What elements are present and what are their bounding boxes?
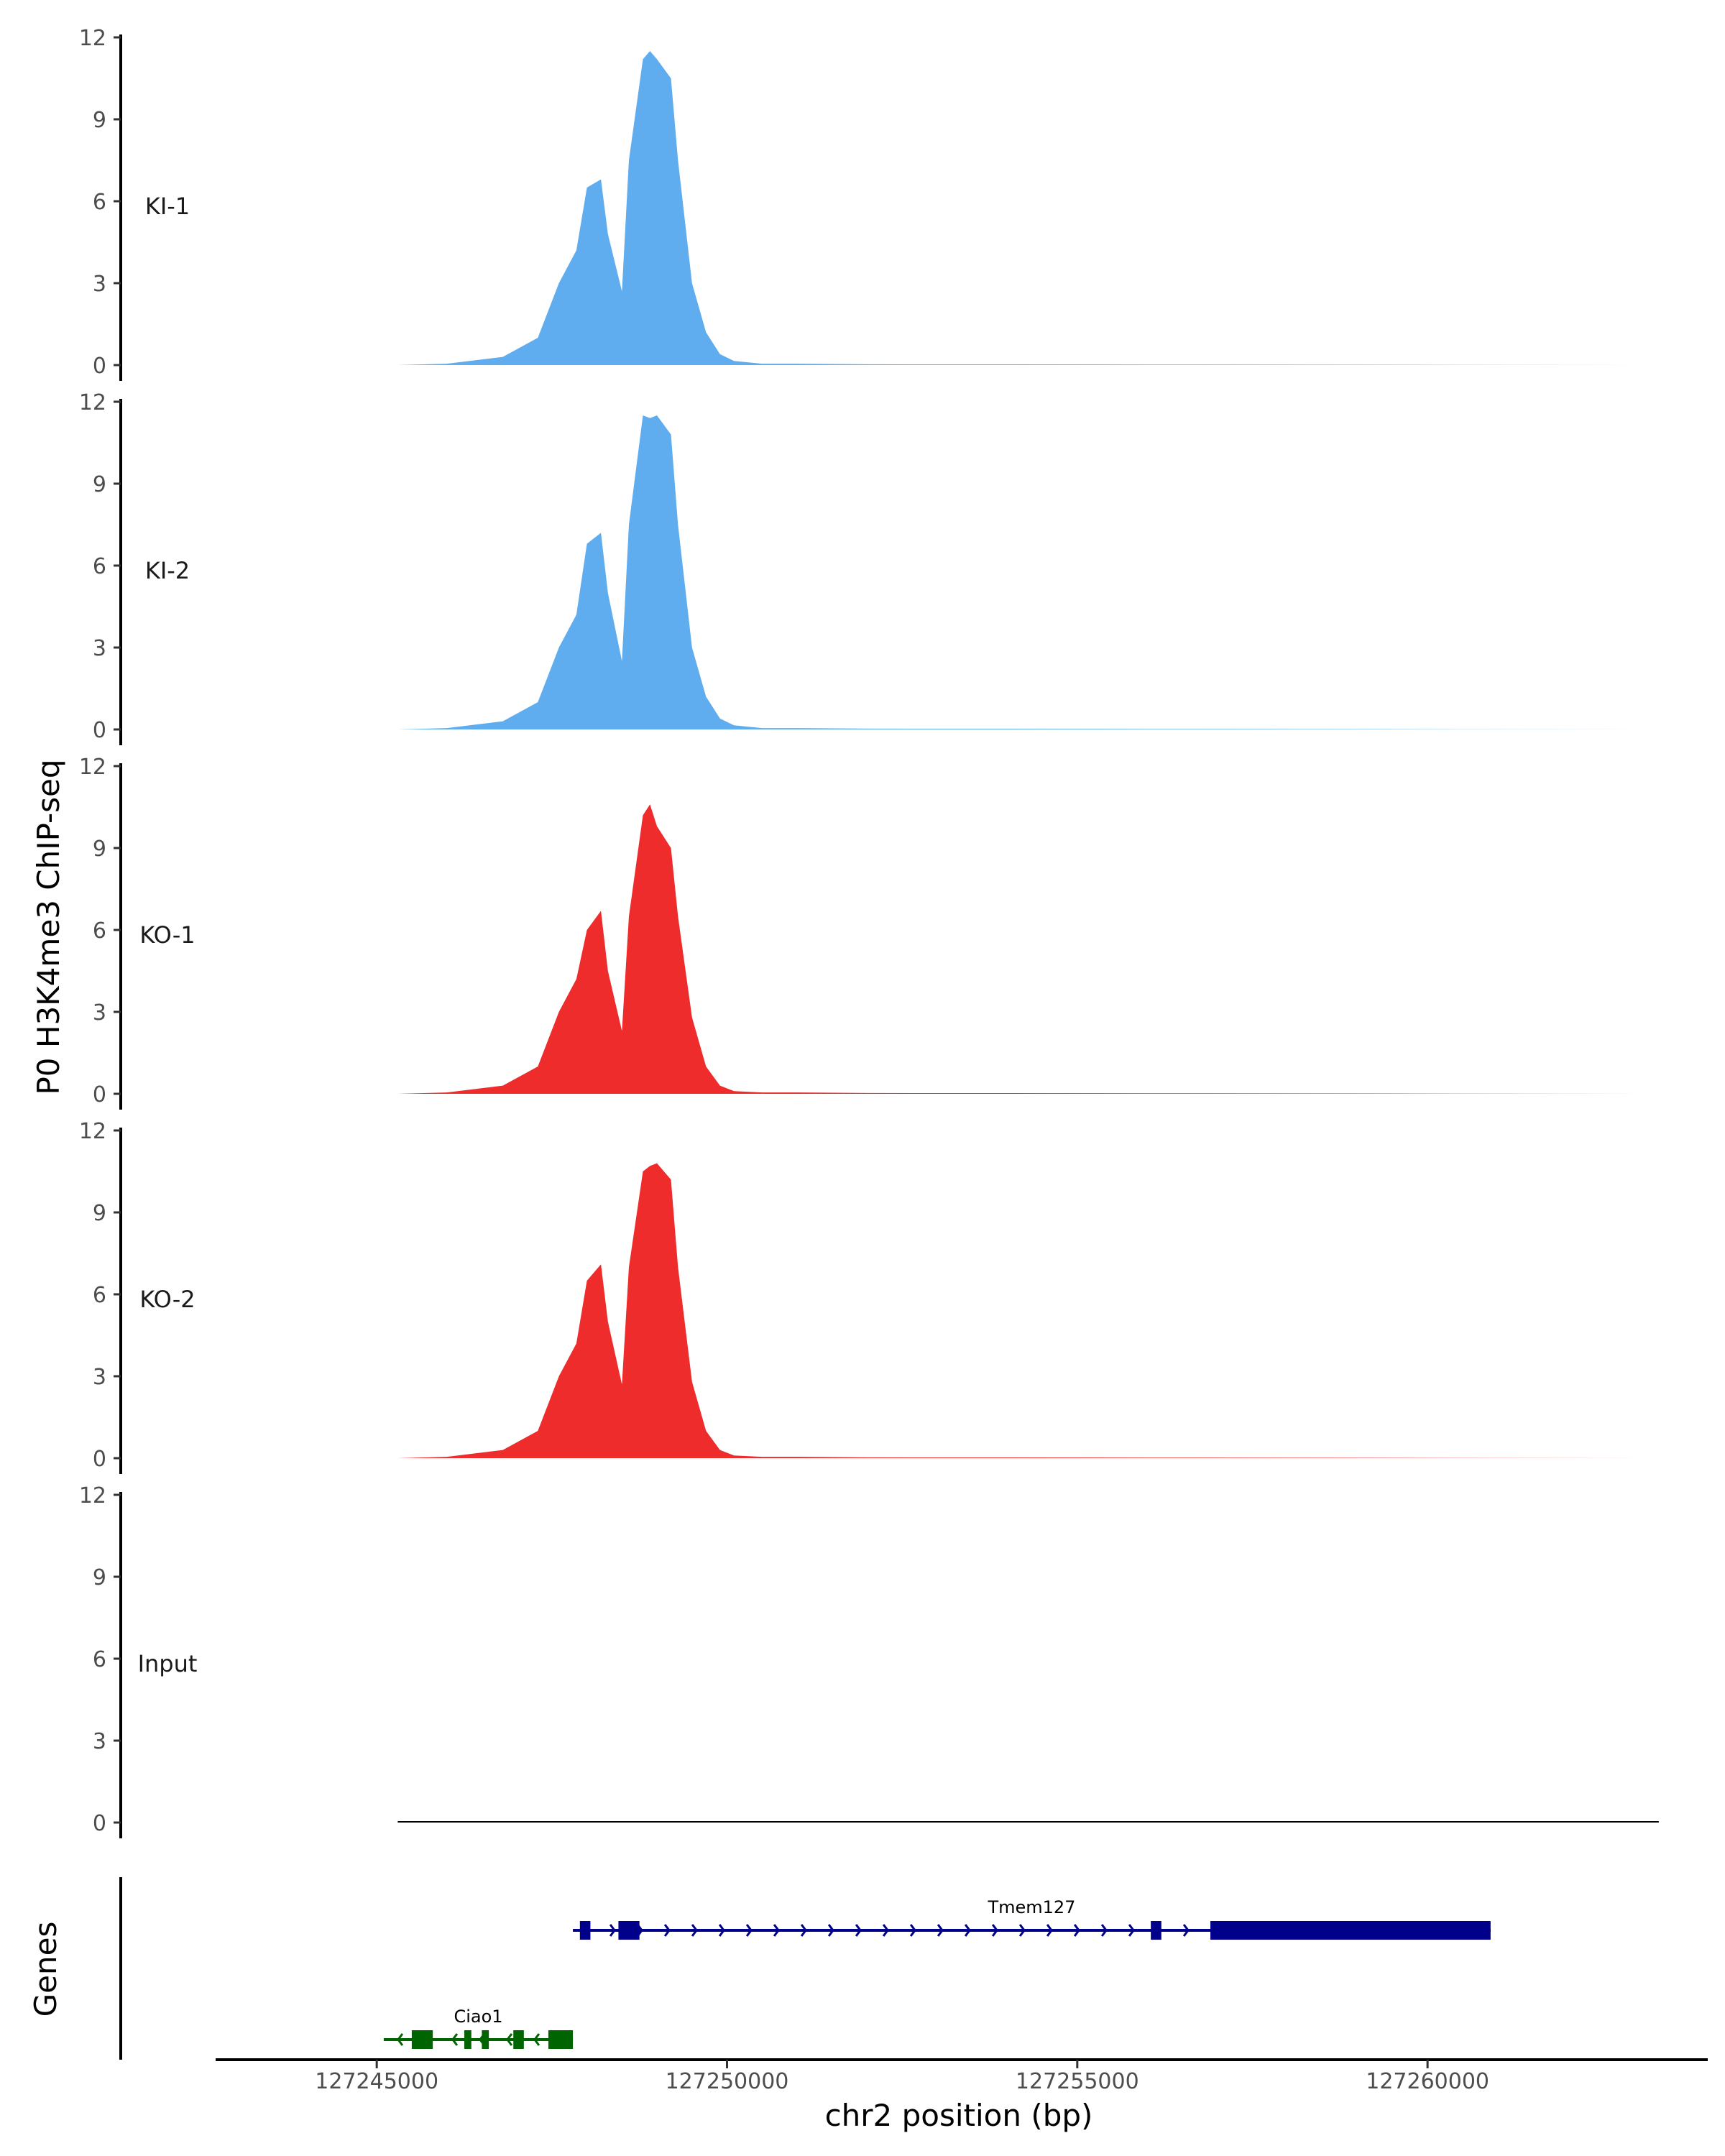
gene-exon [411,2030,433,2049]
gene-exon [464,2030,472,2049]
strand-arrow [1073,1924,1080,1937]
y-tick-label: 12 [79,26,106,51]
strand-arrow [1018,1924,1026,1937]
y-tick-label: 3 [93,636,106,661]
coverage-area-ki-2 [397,415,1659,729]
strand-arrow [991,1924,998,1937]
y-axis-title: P0 H3K4me3 ChIP-seq [31,759,66,1095]
y-tick-label: 12 [79,1119,106,1144]
strand-arrow [451,2033,459,2046]
track-ki-1: 0 3 6 9 12 KI-1 [79,26,1659,381]
y-tick-label: 6 [93,554,106,579]
gene-name-label: Tmem127 [987,1897,1075,1917]
y-tick-label: 3 [93,272,106,297]
x-tick-label: 127250000 [666,2069,789,2094]
track-label-ko-2: KO-2 [139,1286,195,1313]
strand-arrow [937,1924,944,1937]
y-tick-label: 6 [93,1647,106,1672]
strand-arrow [533,2033,540,2046]
strand-arrow [964,1924,971,1937]
y-tick-label: 9 [93,837,106,862]
genes-track-title: Genes [28,1922,63,2017]
gene-annotation-panel: Tmem127 Ciao1 [119,1877,1491,2060]
coverage-tracks: 0 3 6 9 12 KI-1 0 3 6 9 12 KI-2 0 3 6 9 12 KO-1 0 3 6 9 12 KO-2… [79,26,1659,1838]
strand-arrow [855,1924,862,1937]
y-tick-label: 0 [93,1447,106,1472]
track-label-ki-2: KI-2 [145,557,190,584]
strand-arrow [506,2033,513,2046]
y-tick-label: 0 [93,354,106,379]
x-tick-label: 127260000 [1366,2069,1489,2094]
gene-exon [482,2030,489,2049]
gene-exon [579,1921,591,1940]
y-tick-label: 9 [93,1565,106,1590]
strand-arrow [1128,1924,1135,1937]
track-label-input: Input [138,1650,198,1677]
track-label-ki-1: KI-1 [145,193,190,220]
gene-exon [513,2030,524,2049]
strand-arrow [1182,1924,1190,1937]
y-tick-label: 0 [93,1811,106,1836]
gene-exon [1210,1921,1491,1940]
gene-name-label: Ciao1 [454,2007,502,2027]
strand-arrow [800,1924,807,1937]
y-tick-label: 3 [93,1365,106,1390]
x-axis-title: chr2 position (bp) [825,2098,1093,2133]
strand-arrow [882,1924,889,1937]
x-axis: 127245000 127250000 127255000 127260000 [216,2058,1708,2094]
strand-arrow [773,1924,780,1937]
y-tick-label: 3 [93,1000,106,1026]
y-tick-label: 0 [93,718,106,743]
strand-arrow [718,1924,725,1937]
coverage-area-ki-1 [397,51,1659,365]
y-tick-label: 6 [93,918,106,944]
strand-arrow [827,1924,834,1937]
gene-exon [1151,1921,1162,1940]
strand-arrow [397,2033,404,2046]
track-ko-1: 0 3 6 9 12 KO-1 [79,755,1659,1110]
y-tick-label: 6 [93,1283,106,1308]
strand-arrow [909,1924,916,1937]
x-tick-label: 127245000 [315,2069,438,2094]
strand-arrow [663,1924,671,1937]
strand-arrow [609,1924,616,1937]
y-tick-label: 12 [79,1483,106,1508]
strand-arrow [745,1924,753,1937]
strand-arrow [1100,1924,1108,1937]
gene-exon [618,1921,640,1940]
strand-arrow [691,1924,698,1937]
track-ki-2: 0 3 6 9 12 KI-2 [79,390,1659,745]
gene-ciao1: Ciao1 [383,2007,574,2049]
coverage-area-ko-2 [397,1163,1659,1458]
gene-tmem127: Tmem127 [573,1897,1491,1940]
y-tick-label: 12 [79,390,106,415]
x-tick-label: 127255000 [1016,2069,1139,2094]
y-tick-label: 9 [93,108,106,133]
track-ko-2: 0 3 6 9 12 KO-2 [79,1119,1659,1474]
y-tick-label: 12 [79,755,106,780]
coverage-area-ko-1 [397,804,1659,1094]
track-input: 0 3 6 9 12 Input [79,1483,1659,1838]
y-tick-label: 9 [93,1201,106,1226]
y-tick-label: 6 [93,190,106,215]
y-tick-label: 9 [93,472,106,497]
strand-arrow [1046,1924,1053,1937]
track-label-ko-1: KO-1 [139,921,195,949]
y-tick-label: 0 [93,1082,106,1107]
gene-exon [548,2030,574,2049]
y-tick-label: 3 [93,1729,106,1754]
